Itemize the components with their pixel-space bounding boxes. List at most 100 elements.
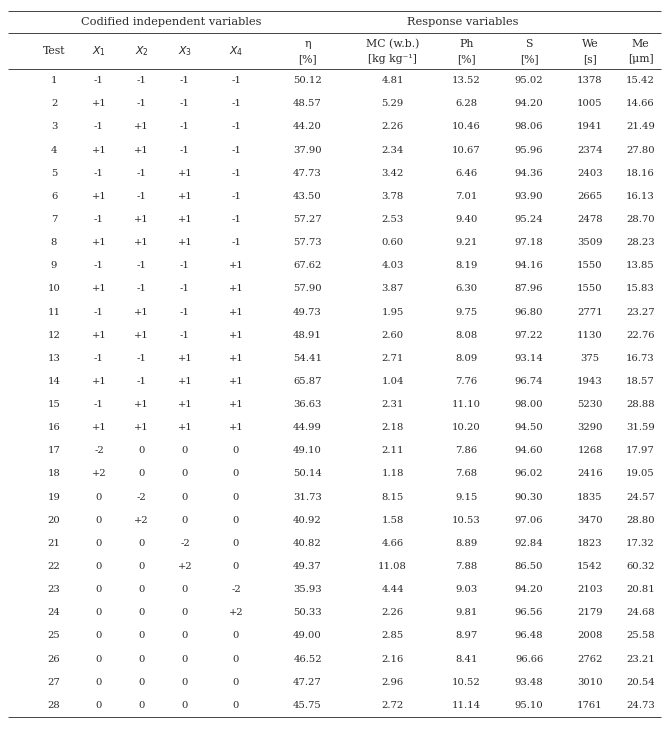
Text: 0: 0	[96, 493, 102, 502]
Text: 57.27: 57.27	[293, 215, 322, 224]
Text: 23.27: 23.27	[626, 308, 655, 316]
Text: 11.14: 11.14	[452, 701, 481, 710]
Text: 1378: 1378	[577, 76, 603, 85]
Text: -1: -1	[136, 76, 147, 85]
Text: 18.16: 18.16	[626, 168, 655, 178]
Text: 2416: 2416	[577, 469, 603, 478]
Text: +1: +1	[178, 377, 193, 386]
Text: +1: +1	[178, 192, 193, 200]
Text: 5.29: 5.29	[381, 99, 403, 108]
Text: 96.80: 96.80	[514, 308, 543, 316]
Text: 8.15: 8.15	[381, 493, 403, 502]
Text: Me: Me	[632, 39, 650, 49]
Text: 0: 0	[182, 469, 188, 478]
Text: 28.80: 28.80	[626, 516, 655, 525]
Text: +2: +2	[178, 562, 192, 571]
Text: 24.73: 24.73	[626, 701, 655, 710]
Text: 1941: 1941	[577, 122, 603, 131]
Text: 2: 2	[51, 99, 57, 108]
Text: -1: -1	[231, 215, 241, 224]
Text: 0: 0	[138, 469, 145, 478]
Text: 50.14: 50.14	[293, 469, 322, 478]
Text: 67.62: 67.62	[293, 261, 322, 270]
Text: [%]: [%]	[457, 54, 476, 64]
Text: 97.22: 97.22	[514, 331, 543, 340]
Text: 0: 0	[233, 516, 240, 525]
Text: 43.50: 43.50	[293, 192, 322, 200]
Text: -1: -1	[94, 308, 104, 316]
Text: +2: +2	[134, 516, 149, 525]
Text: 6.46: 6.46	[456, 168, 478, 178]
Text: 0.60: 0.60	[381, 238, 403, 247]
Text: +1: +1	[134, 238, 149, 247]
Text: 57.90: 57.90	[293, 284, 322, 293]
Text: 3509: 3509	[577, 238, 603, 247]
Text: +1: +1	[229, 354, 244, 363]
Text: 97.06: 97.06	[514, 516, 543, 525]
Text: 8.97: 8.97	[456, 631, 478, 641]
Text: -1: -1	[94, 215, 104, 224]
Text: -2: -2	[231, 585, 241, 594]
Text: 3.87: 3.87	[381, 284, 403, 293]
Text: 14.66: 14.66	[626, 99, 655, 108]
Text: 25: 25	[47, 631, 60, 641]
Text: 16.73: 16.73	[626, 354, 655, 363]
Text: 31.59: 31.59	[626, 424, 655, 432]
Text: -1: -1	[231, 192, 241, 200]
Text: 20.54: 20.54	[626, 678, 655, 687]
Text: -1: -1	[94, 354, 104, 363]
Text: [μm]: [μm]	[628, 54, 654, 64]
Text: 45.75: 45.75	[293, 701, 322, 710]
Text: 95.02: 95.02	[514, 76, 543, 85]
Text: 40.82: 40.82	[293, 539, 322, 548]
Text: 49.73: 49.73	[293, 308, 322, 316]
Text: 96.02: 96.02	[514, 469, 543, 478]
Text: 13: 13	[47, 354, 60, 363]
Text: 96.74: 96.74	[514, 377, 543, 386]
Text: 2.96: 2.96	[381, 678, 403, 687]
Text: 44.20: 44.20	[293, 122, 322, 131]
Text: [s]: [s]	[583, 54, 597, 64]
Text: 0: 0	[233, 562, 240, 571]
Text: +1: +1	[229, 377, 244, 386]
Text: -1: -1	[180, 99, 190, 108]
Text: +1: +1	[92, 146, 106, 155]
Text: 0: 0	[182, 701, 188, 710]
Text: 26: 26	[47, 655, 60, 663]
Text: 23: 23	[47, 585, 60, 594]
Text: -1: -1	[136, 354, 147, 363]
Text: 3290: 3290	[577, 424, 603, 432]
Text: 0: 0	[182, 493, 188, 502]
Text: 1005: 1005	[577, 99, 603, 108]
Text: 1268: 1268	[577, 446, 603, 456]
Text: +1: +1	[92, 331, 106, 340]
Text: +1: +1	[134, 331, 149, 340]
Text: 86.50: 86.50	[514, 562, 543, 571]
Text: 47.73: 47.73	[293, 168, 322, 178]
Text: 1.18: 1.18	[381, 469, 404, 478]
Text: 50.12: 50.12	[293, 76, 322, 85]
Text: -1: -1	[180, 284, 190, 293]
Text: $X_{1}$: $X_{1}$	[92, 44, 106, 58]
Text: 0: 0	[96, 631, 102, 641]
Text: 0: 0	[233, 678, 240, 687]
Text: 5: 5	[51, 168, 57, 178]
Text: +1: +1	[178, 424, 193, 432]
Text: 27: 27	[47, 678, 60, 687]
Text: 6.30: 6.30	[456, 284, 478, 293]
Text: -1: -1	[231, 168, 241, 178]
Text: 7.88: 7.88	[456, 562, 478, 571]
Text: 0: 0	[182, 585, 188, 594]
Text: 15.42: 15.42	[626, 76, 655, 85]
Text: 13.52: 13.52	[452, 76, 481, 85]
Text: We: We	[581, 39, 598, 49]
Text: S: S	[525, 39, 533, 49]
Text: -2: -2	[180, 539, 190, 548]
Text: [%]: [%]	[298, 54, 317, 64]
Text: 1.95: 1.95	[381, 308, 403, 316]
Text: 1823: 1823	[577, 539, 603, 548]
Text: -1: -1	[136, 99, 147, 108]
Text: 94.20: 94.20	[514, 585, 543, 594]
Text: +1: +1	[134, 400, 149, 409]
Text: -1: -1	[94, 76, 104, 85]
